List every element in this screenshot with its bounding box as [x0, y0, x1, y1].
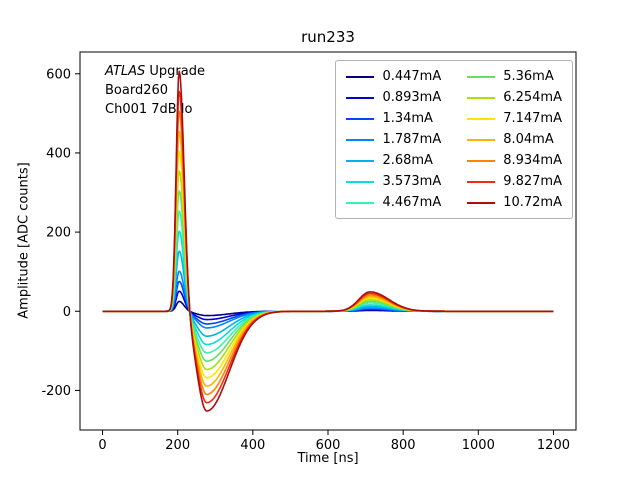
series-line — [102, 280, 554, 325]
y-tick-label: 600 — [46, 67, 71, 82]
legend-entry: 10.72mA — [467, 195, 562, 210]
legend-label: 1.787mA — [382, 132, 442, 147]
legend-entry: 8.934mA — [467, 153, 562, 168]
legend-entry: 4.467mA — [346, 195, 441, 210]
legend-entry: 7.147mA — [467, 111, 562, 126]
legend-line-swatch — [467, 180, 496, 183]
axes-frame — [79, 51, 577, 431]
legend-entry: 0.447mA — [346, 69, 441, 84]
y-tick-label: 0 — [63, 305, 71, 320]
x-tick-label: 800 — [391, 438, 416, 453]
legend-label: 7.147mA — [503, 111, 562, 126]
y-tick-label: 400 — [46, 146, 71, 161]
legend-label: 3.573mA — [382, 174, 442, 189]
x-tick-label: 1000 — [462, 438, 495, 453]
legend-label: 5.36mA — [503, 69, 554, 84]
annotation-line-2: Board260 — [105, 83, 169, 98]
legend-entry: 1.787mA — [346, 132, 441, 147]
x-tick-label: 0 — [98, 438, 106, 453]
legend-entry: 0.893mA — [346, 90, 441, 105]
legend-entry: 1.34mA — [346, 111, 441, 126]
series-line — [102, 270, 554, 329]
x-tick-label: 1200 — [537, 438, 570, 453]
y-tick-label: -200 — [41, 384, 71, 399]
series-line — [102, 210, 554, 354]
legend-line-swatch — [467, 159, 496, 162]
plot-annotation: ATLAS Upgrade Board260 Ch001 7dB lo — [105, 62, 205, 119]
legend-label: 1.34mA — [382, 111, 433, 126]
legend-label: 10.72mA — [503, 195, 562, 210]
legend-line-swatch — [346, 96, 375, 99]
legend-line-swatch — [346, 117, 375, 120]
series-line — [102, 70, 554, 412]
legend-line-swatch — [467, 117, 496, 120]
legend-line-swatch — [346, 180, 375, 183]
x-axis-label: Time [ns] — [297, 451, 359, 466]
series-line — [102, 250, 554, 338]
legend-line-swatch — [346, 75, 375, 78]
legend-line-swatch — [346, 138, 375, 141]
legend-entry: 3.573mA — [346, 174, 441, 189]
series-line — [102, 230, 554, 346]
chart-title: run233 — [301, 28, 355, 46]
series-line — [102, 290, 554, 321]
legend-label: 0.893mA — [382, 90, 442, 105]
x-tick-label: 200 — [165, 438, 190, 453]
legend-entry: 9.827mA — [467, 174, 562, 189]
legend-line-swatch — [467, 75, 496, 78]
x-tick-label: 600 — [316, 438, 341, 453]
legend-line-swatch — [467, 201, 496, 204]
legend-entry: 5.36mA — [467, 69, 562, 84]
legend-line-swatch — [467, 96, 496, 99]
legend-label: 6.254mA — [503, 90, 562, 105]
annotation-upgrade: Upgrade — [145, 64, 205, 79]
legend-label: 9.827mA — [503, 174, 562, 189]
legend-line-swatch — [346, 201, 375, 204]
x-tick-label: 400 — [240, 438, 265, 453]
y-axis-label: Amplitude [ADC counts] — [16, 162, 32, 319]
legend-line-swatch — [467, 138, 496, 141]
legend: 0.447mA 0.893mA 1.34mA 1.787mA 2.68mA 3.573mA… — [335, 60, 573, 219]
legend-line-swatch — [346, 159, 375, 162]
legend-label: 8.04mA — [503, 132, 554, 147]
legend-label: 4.467mA — [382, 195, 442, 210]
annotation-line-1: ATLAS Upgrade — [105, 62, 205, 81]
legend-label: 2.68mA — [382, 153, 433, 168]
legend-entry: 2.68mA — [346, 153, 441, 168]
annotation-atlas-italic: ATLAS — [105, 64, 146, 79]
y-tick-label: 200 — [46, 226, 71, 241]
annotation-line-3: Ch001 7dB lo — [105, 102, 193, 117]
legend-entry: 8.04mA — [467, 132, 562, 147]
legend-label: 8.934mA — [503, 153, 562, 168]
legend-label: 0.447mA — [382, 69, 442, 84]
legend-entry: 6.254mA — [467, 90, 562, 105]
